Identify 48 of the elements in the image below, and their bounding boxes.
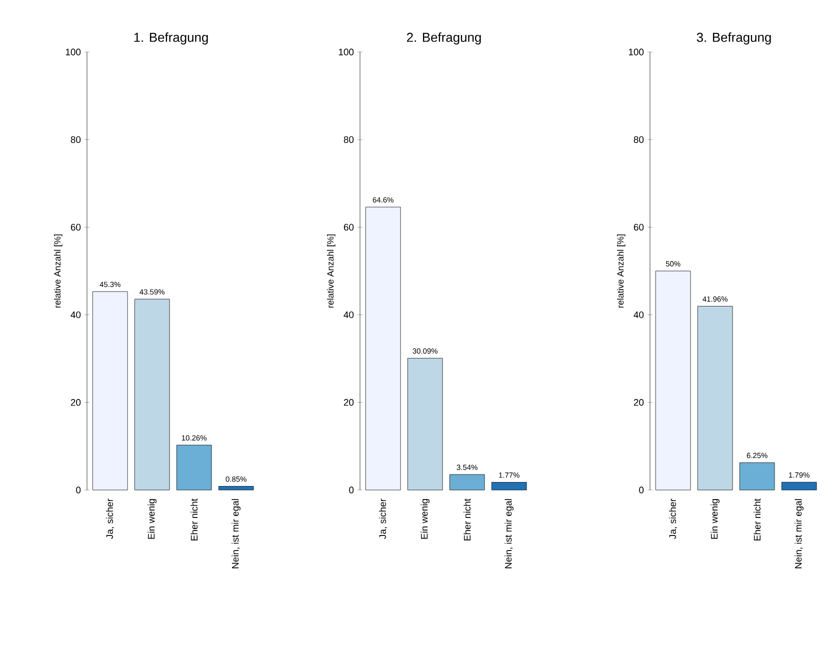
bar	[134, 298, 170, 490]
y-axis-title: relative Anzahl [%]	[326, 234, 336, 308]
x-tick-label: Ein wenig	[148, 499, 157, 539]
x-tick-label: Ein wenig	[420, 499, 430, 539]
y-tick-label: 40	[70, 311, 81, 318]
y-tick-label: 20	[344, 399, 354, 406]
bar	[697, 306, 733, 490]
bar	[739, 462, 775, 490]
y-tick-label: 80	[634, 136, 644, 143]
y-tick-label: 0	[76, 486, 81, 494]
chart-title: 3. Befragung	[696, 32, 771, 44]
x-tick-label: Nein, ist mir egal	[794, 499, 804, 568]
y-tick-label: 100	[338, 48, 354, 56]
bar	[407, 358, 443, 490]
x-tick-label: Nein, ist mir egal	[232, 499, 241, 568]
x-tick-label: Ein wenig	[710, 499, 720, 539]
chart-title: 2. Befragung	[406, 32, 481, 44]
x-tick-label: Eher nicht	[754, 498, 761, 540]
y-tick-label: 20	[634, 399, 644, 406]
x-tick-label: Eher nicht	[464, 498, 471, 540]
y-tick-label: 0	[349, 486, 354, 494]
x-tick-label: Ja, sicher	[106, 498, 114, 539]
bar	[218, 486, 254, 490]
y-axis-title: relative Anzahl [%]	[54, 234, 62, 308]
y-tick-label: 40	[344, 311, 354, 318]
bar	[491, 482, 527, 490]
bar	[781, 482, 817, 490]
y-tick-label: 100	[66, 48, 81, 56]
chart-title: 1. Befragung	[134, 32, 208, 44]
y-axis-title: relative Anzahl [%]	[616, 234, 626, 308]
bar	[92, 291, 128, 490]
y-tick-label: 20	[70, 399, 81, 406]
x-tick-label: Ja, sicher	[379, 498, 388, 539]
y-tick-label: 60	[70, 224, 81, 231]
bar	[365, 206, 401, 490]
y-tick-label: 0	[639, 486, 644, 494]
bar	[449, 474, 485, 490]
y-tick-label: 40	[634, 311, 644, 318]
y-tick-label: 60	[344, 224, 354, 231]
x-tick-label: Ja, sicher	[669, 498, 678, 539]
x-tick-label: Eher nicht	[190, 498, 198, 540]
y-tick-label: 80	[70, 136, 81, 143]
x-tick-label: Nein, ist mir egal	[504, 499, 514, 568]
bar	[176, 444, 212, 490]
y-tick-label: 60	[634, 224, 644, 231]
y-tick-label: 80	[344, 136, 354, 143]
y-tick-label: 100	[628, 48, 644, 56]
bar	[655, 270, 691, 490]
